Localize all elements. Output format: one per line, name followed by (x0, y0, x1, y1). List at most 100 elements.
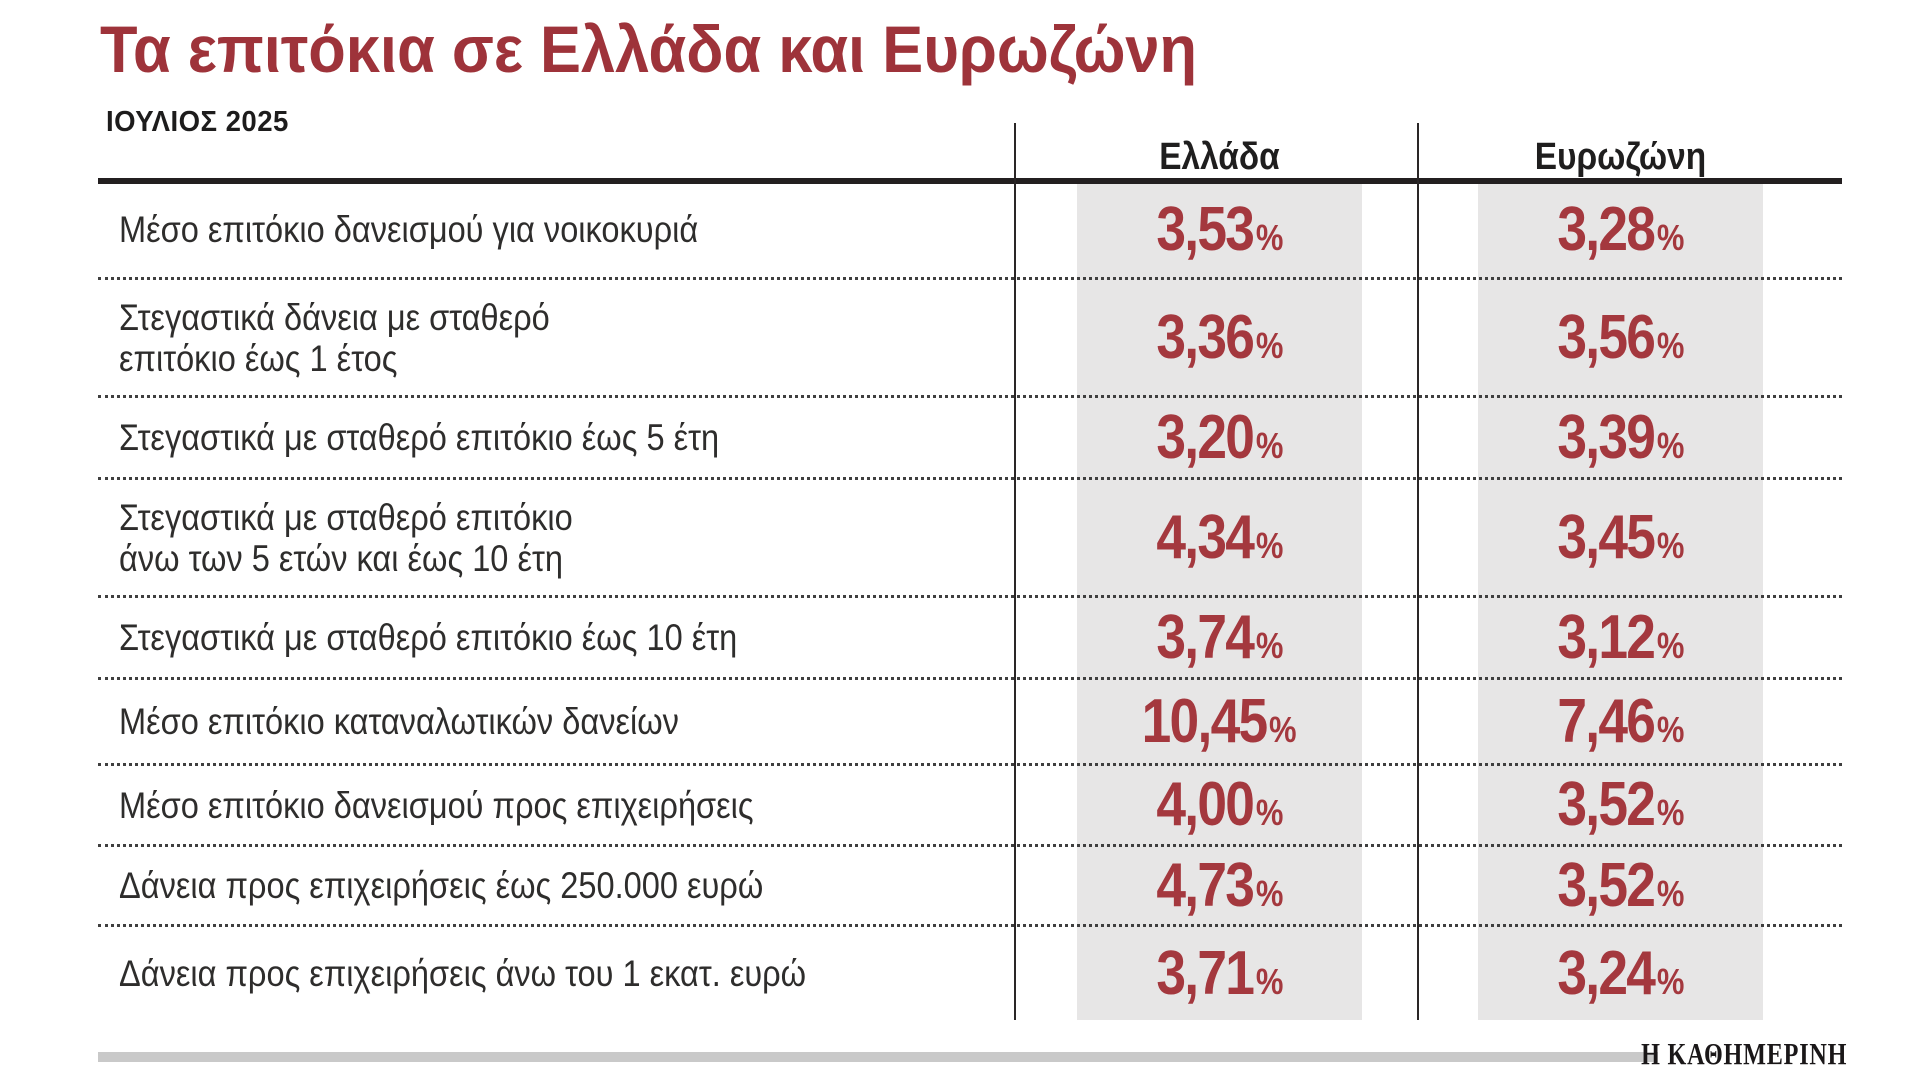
greece-value-number: 3,71 (1155, 938, 1255, 1008)
eurozone-value-number: 3,39 (1556, 402, 1656, 472)
table-row: Μέσο επιτόκιο δανεισμού προς επιχειρήσει… (98, 766, 1842, 847)
eurozone-value-wrap: 7,46 % (1556, 686, 1685, 756)
greece-value-wrap: 3,71 % (1155, 938, 1284, 1008)
column-header-greece-label: Ελλάδα (1159, 136, 1280, 178)
eurozone-value-number: 3,52 (1556, 770, 1656, 839)
eurozone-value-number: 3,28 (1556, 194, 1656, 264)
eurozone-value-number: 3,56 (1556, 302, 1656, 372)
eurozone-value-wrap: 3,45 % (1557, 506, 1684, 569)
eurozone-value-number: 3,12 (1556, 602, 1656, 672)
greece-value-number: 10,45 (1142, 686, 1269, 756)
percent-sign: % (1656, 872, 1685, 914)
row-label: Δάνεια προς επιχειρήσεις έως 250.000 ευρ… (119, 865, 764, 906)
percent-sign: % (1656, 324, 1685, 366)
table-row: Στεγαστικά με σταθερό επιτόκιο έως 10 έτ… (98, 598, 1842, 680)
greece-value-number: 4,73 (1155, 850, 1255, 920)
row-label: Δάνεια προς επιχειρήσεις άνω του 1 εκατ.… (119, 953, 807, 994)
row-label: Στεγαστικά δάνεια με σταθερό επιτόκιο έω… (119, 296, 550, 379)
table-row: Δάνεια προς επιχειρήσεις έως 250.000 ευρ… (98, 847, 1842, 927)
greece-value-wrap: 3,74 % (1155, 602, 1284, 672)
eurozone-value: 3,52 % (1478, 847, 1763, 924)
greece-value-wrap: 3,36 % (1155, 302, 1284, 372)
percent-sign: % (1656, 708, 1685, 750)
greece-value-wrap: 4,34 % (1155, 502, 1284, 572)
eurozone-value: 3,45 % (1478, 480, 1763, 595)
eurozone-value: 3,52 % (1478, 766, 1763, 844)
eurozone-value-wrap: 3,56 % (1556, 302, 1685, 372)
header-rule (98, 178, 1842, 184)
greece-value-number: 4,34 (1155, 502, 1255, 572)
percent-sign: % (1255, 792, 1284, 833)
greece-value-number: 3,20 (1155, 402, 1255, 472)
greece-value: 3,20 % (1077, 398, 1362, 477)
eurozone-value-number: 3,24 (1556, 938, 1656, 1008)
percent-sign: % (1255, 960, 1284, 1002)
column-header-eurozone-label: Ευρωζώνη (1534, 136, 1707, 178)
percent-sign: % (1255, 324, 1284, 366)
percent-sign: % (1656, 216, 1685, 258)
eurozone-value: 7,46 % (1478, 680, 1763, 763)
publisher-logo: Η ΚΑΘΗΜΕΡΙΝΗ (1640, 1036, 1847, 1071)
greece-value-number: 3,53 (1155, 194, 1255, 264)
table-row: Δάνεια προς επιχειρήσεις άνω του 1 εκατ.… (98, 927, 1842, 1020)
greece-value-number: 3,36 (1155, 302, 1255, 372)
greece-value: 10,45 % (1077, 680, 1362, 763)
eurozone-value-wrap: 3,52 % (1557, 774, 1684, 836)
percent-sign: % (1255, 424, 1284, 466)
eurozone-value: 3,12 % (1478, 598, 1763, 677)
row-label: Μέσο επιτόκιο καταναλωτικών δανείων (119, 701, 679, 742)
column-divider-left (1014, 123, 1016, 1020)
greece-value-number: 3,74 (1155, 602, 1255, 672)
percent-sign: % (1656, 960, 1685, 1002)
eurozone-value-wrap: 3,52 % (1556, 850, 1685, 920)
eurozone-value-wrap: 3,24 % (1556, 938, 1685, 1008)
percent-sign: % (1269, 708, 1297, 750)
greece-value-wrap: 3,20 % (1155, 402, 1284, 472)
page-title: Τα επιτόκια σε Ελλάδα και Ευρωζώνη (100, 12, 1198, 86)
greece-value-wrap: 4,00 % (1156, 774, 1283, 836)
greece-value: 4,73 % (1077, 847, 1362, 924)
column-header-greece: Ελλάδα (1077, 123, 1362, 176)
table-row: Στεγαστικά δάνεια με σταθερό επιτόκιο έω… (98, 280, 1842, 398)
eurozone-value-wrap: 3,12 % (1556, 602, 1685, 672)
table-rows: Μέσο επιτόκιο δανεισμού για νοικοκυριά 3… (98, 182, 1842, 1020)
eurozone-value-number: 7,46 (1556, 686, 1656, 756)
rates-table: Ελλάδα Ευρωζώνη Μέσο επιτόκιο δανεισμού … (98, 123, 1842, 1020)
row-label: Μέσο επιτόκιο δανεισμού προς επιχειρήσει… (119, 784, 754, 826)
table-row: Μέσο επιτόκιο δανεισμού για νοικοκυριά 3… (98, 182, 1842, 280)
row-label: Μέσο επιτόκιο δανεισμού για νοικοκυριά (119, 209, 699, 250)
eurozone-value: 3,39 % (1478, 398, 1763, 477)
footer-rule (98, 1052, 1658, 1062)
table-row: Στεγαστικά με σταθερό επιτόκιο άνω των 5… (98, 480, 1842, 598)
eurozone-value-number: 3,52 (1556, 850, 1656, 920)
greece-value: 3,71 % (1077, 927, 1362, 1020)
percent-sign: % (1255, 216, 1284, 258)
column-header-eurozone: Ευρωζώνη (1478, 123, 1763, 176)
percent-sign: % (1255, 872, 1284, 914)
percent-sign: % (1656, 424, 1685, 466)
eurozone-value: 3,28 % (1478, 182, 1763, 277)
percent-sign: % (1255, 524, 1284, 566)
greece-value-wrap: 4,73 % (1155, 850, 1284, 920)
eurozone-value-wrap: 3,28 % (1556, 194, 1685, 264)
greece-value: 3,53 % (1077, 182, 1362, 277)
table-row: Μέσο επιτόκιο καταναλωτικών δανείων 10,4… (98, 680, 1842, 766)
column-divider-right (1417, 123, 1419, 1020)
eurozone-value: 3,24 % (1478, 927, 1763, 1020)
eurozone-value-wrap: 3,39 % (1556, 402, 1685, 472)
percent-sign: % (1656, 792, 1685, 833)
greece-value-wrap: 10,45 % (1142, 686, 1297, 756)
percent-sign: % (1656, 624, 1685, 666)
greece-value: 4,00 % (1077, 766, 1362, 844)
date-label: ΙΟΥΛΙΟΣ 2025 (106, 106, 289, 138)
greece-value: 3,36 % (1077, 280, 1362, 395)
greece-value-wrap: 3,53 % (1155, 194, 1284, 264)
greece-column-shade (1077, 184, 1362, 1020)
table-row: Στεγαστικά με σταθερό επιτόκιο έως 5 έτη… (98, 398, 1842, 480)
percent-sign: % (1255, 624, 1284, 666)
greece-value: 4,34 % (1077, 480, 1362, 595)
greece-value: 3,74 % (1077, 598, 1362, 677)
greece-value-number: 4,00 (1155, 770, 1255, 839)
row-label: Στεγαστικά με σταθερό επιτόκιο άνω των 5… (119, 496, 573, 579)
